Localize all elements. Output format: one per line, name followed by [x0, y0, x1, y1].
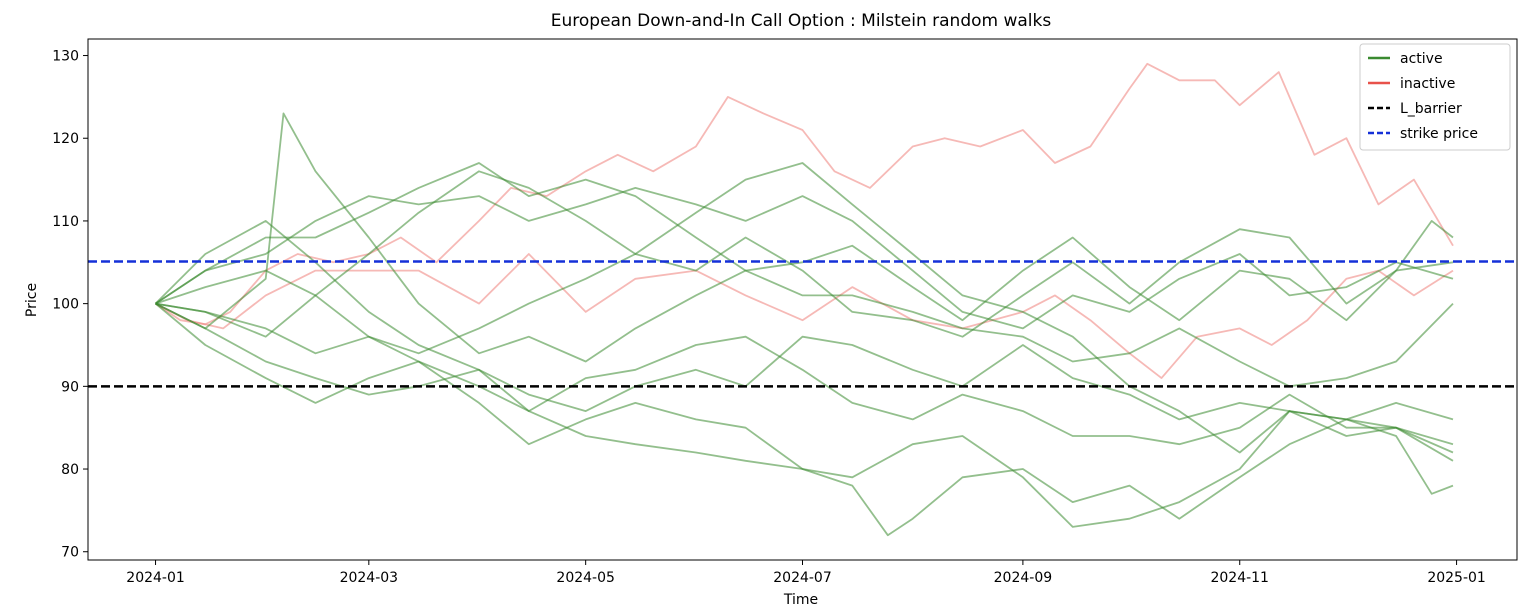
- x-tick-label: 2024-05: [556, 570, 615, 586]
- legend-label: L_barrier: [1400, 101, 1462, 117]
- x-axis-title: Time: [783, 592, 818, 608]
- x-tick-label: 2024-07: [773, 570, 832, 586]
- legend-label: inactive: [1400, 76, 1455, 92]
- series-line-active-4: [155, 162, 1454, 388]
- legend-label: active: [1400, 51, 1443, 67]
- series-line-active-8: [155, 302, 1454, 454]
- y-tick-label: 120: [52, 131, 79, 147]
- plot-area: [88, 62, 1517, 537]
- x-tick-label: 2024-09: [994, 570, 1053, 586]
- series-line-active-7: [154, 302, 1454, 446]
- y-tick-label: 100: [52, 297, 79, 313]
- plot-frame: [87, 38, 1518, 561]
- series-line-active-9: [155, 162, 1454, 462]
- legend-label: strike price: [1400, 126, 1478, 142]
- series-line-active-6: [155, 269, 1454, 528]
- x-tick-label: 2025-01: [1427, 570, 1486, 586]
- series-line-inactive-1: [155, 62, 1454, 326]
- series-line-active-5: [154, 220, 1454, 537]
- y-axis: 70 80 90 100 110 120 130: [52, 49, 88, 561]
- y-tick-label: 90: [61, 379, 79, 395]
- y-axis-title: Price: [24, 283, 40, 317]
- series-line-active-3: [155, 112, 1454, 363]
- legend-box: [1359, 43, 1511, 151]
- y-tick-label: 130: [52, 49, 79, 65]
- x-tick-label: 2024-11: [1210, 570, 1269, 586]
- series-line-active-10: [155, 187, 1454, 330]
- y-tick-label: 70: [61, 545, 79, 561]
- y-tick-label: 80: [61, 462, 79, 478]
- y-tick-label: 110: [52, 214, 79, 230]
- x-tick-label: 2024-03: [340, 570, 399, 586]
- x-tick-label: 2024-01: [126, 570, 185, 586]
- series-line-active-11: [155, 170, 1454, 338]
- x-axis: 2024-01 2024-03 2024-05 2024-07 2024-09 2024-…: [126, 560, 1486, 586]
- chart-title: European Down-and-In Call Option : Milst…: [551, 11, 1052, 31]
